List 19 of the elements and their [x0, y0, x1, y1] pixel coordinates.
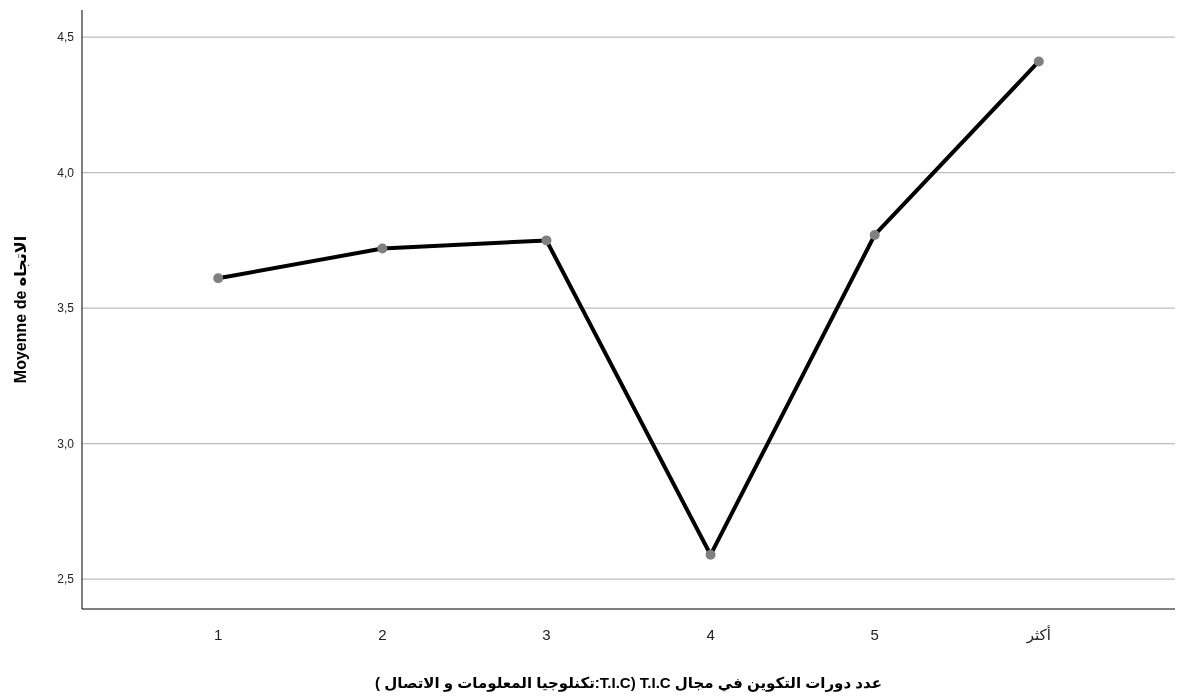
x-tick-label: 2	[378, 626, 387, 643]
point	[705, 549, 716, 560]
x-tick-label: 5	[870, 626, 879, 643]
x-tick-label: 4	[706, 626, 715, 643]
x-tick-label: 3	[542, 626, 551, 643]
y-tick-label: 4,0	[57, 165, 75, 180]
point	[869, 229, 880, 240]
y-tick-label: 4,5	[57, 30, 75, 45]
point	[377, 243, 388, 254]
point	[541, 235, 552, 246]
point	[213, 273, 224, 284]
x-axis-title: عدد دورات التكوين في مجال T.I.C (T.I.C:تكنلوجيا المعلومات و الاتصال )	[375, 674, 882, 692]
x-tick-label: أكثر	[1025, 625, 1051, 644]
y-tick-label: 3,5	[57, 301, 75, 316]
y-axis-title: Moyenne de الاتجاه	[12, 235, 30, 384]
y-tick-label: 3,0	[57, 436, 75, 451]
x-tick-label: 1	[214, 626, 223, 643]
point	[1033, 56, 1044, 67]
y-tick-label: 2,5	[57, 572, 75, 587]
